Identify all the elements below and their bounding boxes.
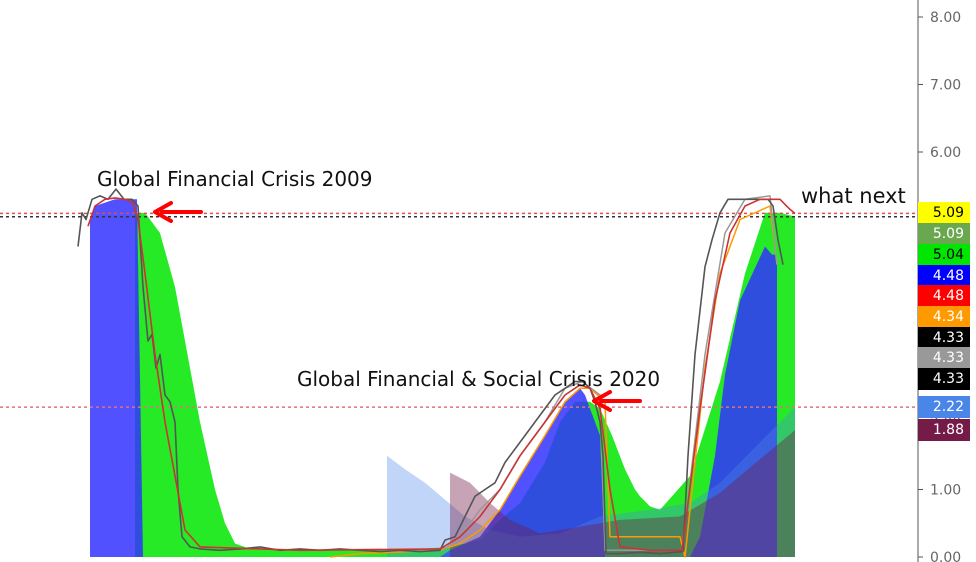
- value-badge: 4.33: [918, 346, 970, 369]
- y-tick-label: 1.00: [930, 483, 961, 499]
- value-badge: 5.04: [918, 243, 970, 266]
- series-line-6: [77, 188, 784, 555]
- series-line-7: [87, 197, 796, 552]
- value-badge: 4.48: [918, 264, 970, 287]
- y-tick-label: 0.00: [930, 550, 961, 562]
- value-badge: 4.34: [918, 305, 970, 328]
- value-badge: 4.33: [918, 326, 970, 349]
- series-area-3: [450, 430, 795, 557]
- series-area-1: [90, 199, 777, 558]
- annotation-what-next: what next: [801, 184, 906, 208]
- value-badge: 4.48: [918, 285, 970, 308]
- value-badge: 5.09: [918, 223, 970, 246]
- y-tick-label: 6.00: [930, 145, 961, 161]
- value-badge: 4.33: [918, 367, 970, 390]
- y-tick-label: 7.00: [930, 78, 961, 94]
- arrow-2020: [592, 390, 642, 412]
- y-tick-label: 8.00: [930, 10, 961, 26]
- arrow-2009: [153, 201, 203, 223]
- series-line-5: [442, 195, 778, 552]
- annotation-crisis-2009: Global Financial Crisis 2009: [97, 167, 373, 191]
- series-area-2: [387, 407, 795, 557]
- value-badge: 5.09: [918, 202, 970, 225]
- value-badge: 2.22: [918, 396, 970, 419]
- annotation-crisis-2020: Global Financial & Social Crisis 2020: [297, 367, 661, 391]
- value-badge: 1.88: [918, 419, 970, 442]
